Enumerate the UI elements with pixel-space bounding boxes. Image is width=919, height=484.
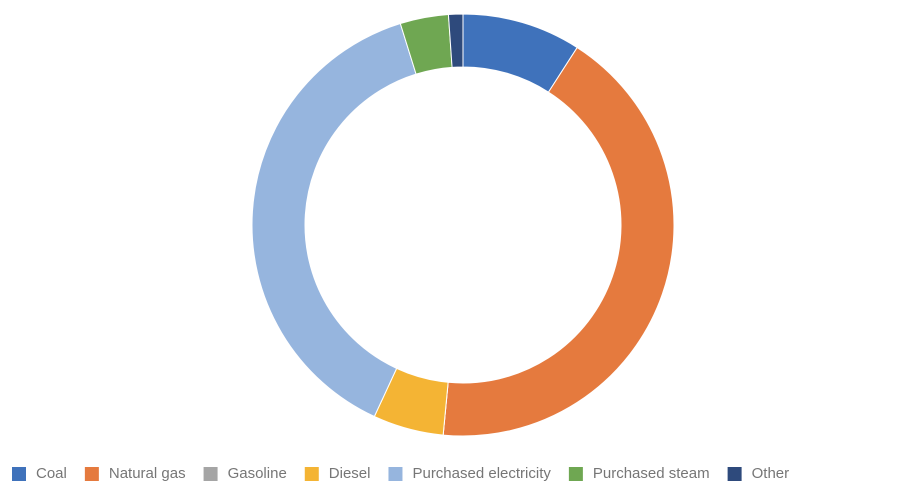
legend-label: Purchased electricity	[412, 465, 551, 482]
legend-swatch	[304, 467, 319, 481]
legend-swatch	[727, 467, 742, 481]
legend-label: Coal	[36, 465, 67, 482]
legend-swatch	[388, 467, 403, 481]
legend-swatch	[84, 467, 99, 481]
legend-swatch	[568, 467, 583, 481]
legend-label: Diesel	[329, 465, 371, 482]
legend-swatch	[203, 467, 218, 481]
legend-label: Gasoline	[228, 465, 287, 482]
legend-label: Purchased steam	[593, 465, 710, 482]
donut-slice	[251, 22, 417, 418]
legend-label: Other	[752, 465, 790, 482]
donut-slice	[447, 13, 464, 68]
legend-swatch	[12, 467, 26, 481]
donut-slice	[442, 46, 675, 437]
legend-label: Natural gas	[109, 465, 186, 482]
